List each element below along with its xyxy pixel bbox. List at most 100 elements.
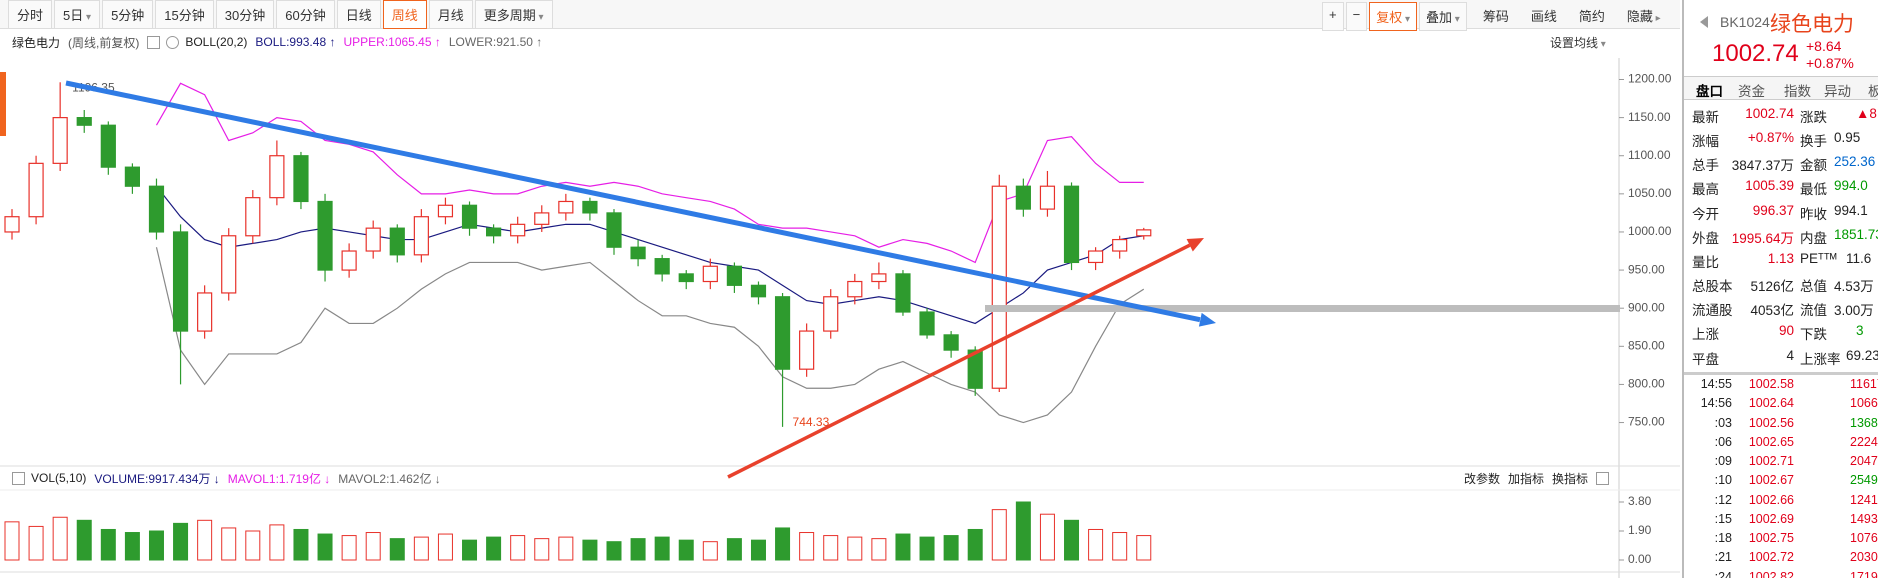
- candle-body: [1063, 185, 1080, 264]
- period-button[interactable]: 15分钟: [155, 0, 214, 29]
- tab[interactable]: 资金: [1738, 84, 1765, 99]
- quote-value: 0.95: [1834, 130, 1861, 146]
- quote-value: 90: [1778, 323, 1794, 339]
- volume-bar: [148, 530, 164, 561]
- period-button[interactable]: 30分钟: [215, 0, 275, 29]
- tool-buttons: +−复权叠加筹码 画线 简约 隐藏: [1322, 2, 1669, 31]
- quote-value: 252.36: [1834, 154, 1876, 170]
- close-icon[interactable]: [1596, 471, 1610, 485]
- tick-time: :09: [1714, 454, 1732, 469]
- volume-bar: [534, 538, 550, 561]
- boll-line: [155, 247, 1145, 424]
- volume-bar: [1136, 535, 1152, 561]
- change-pct: +0.87%: [1806, 55, 1854, 71]
- period-button[interactable]: 周线: [382, 0, 427, 29]
- volume-bar: [221, 527, 237, 561]
- y-tick-label: 1100.00: [1628, 148, 1671, 162]
- tab[interactable]: 盘口: [1696, 84, 1723, 99]
- candle-body: [847, 280, 863, 298]
- indicator-value: VOLUME:9917.434万: [94, 470, 219, 487]
- volume-bar: [486, 536, 502, 561]
- volume-bar: [510, 535, 526, 561]
- tick-time: :03: [1714, 415, 1732, 430]
- y-tick-label: 0.00: [1628, 552, 1652, 566]
- settings-icon[interactable]: [166, 35, 180, 49]
- tool-button[interactable]: 叠加: [1419, 2, 1467, 31]
- indicator-value: BOLL:993.48: [255, 35, 335, 49]
- quote-label: 涨跌: [1800, 110, 1827, 125]
- tool-button[interactable]: −: [1345, 2, 1368, 31]
- period-button[interactable]: 5日: [54, 0, 101, 29]
- quote-label: 流通股: [1692, 303, 1733, 319]
- stock-name: 绿色电力: [12, 35, 61, 50]
- help-icon[interactable]: [147, 35, 161, 49]
- candle-body: [1015, 185, 1031, 210]
- y-tick-label: 1050.00: [1628, 186, 1672, 200]
- quote-value: +0.87%: [1747, 130, 1794, 146]
- settings-button[interactable]: 设置均线: [1550, 32, 1614, 52]
- quote-label: 外盘: [1692, 230, 1719, 246]
- period-button[interactable]: 分时: [8, 0, 53, 29]
- candle-body: [823, 296, 839, 332]
- candle-body: [582, 200, 598, 214]
- button[interactable]: 改参数: [1464, 471, 1501, 486]
- y-tick-label: 1.90: [1628, 523, 1652, 537]
- period-button[interactable]: 更多周期: [474, 0, 553, 29]
- tick-price: 1002.66: [1748, 492, 1794, 507]
- tab[interactable]: 异动: [1824, 84, 1851, 99]
- candle-body: [124, 166, 141, 187]
- period-button[interactable]: 月线: [428, 0, 473, 29]
- quote-label: 总股本: [1692, 279, 1733, 295]
- quote-label: 今开: [1692, 206, 1719, 222]
- quote-value: 1005.39: [1745, 178, 1794, 194]
- period-button[interactable]: 5分钟: [102, 0, 154, 29]
- tool-button[interactable]: 简约: [1578, 9, 1605, 24]
- volume-bar: [654, 536, 670, 561]
- tick-time: :06: [1714, 434, 1732, 449]
- candle-body: [4, 216, 20, 233]
- back-arrow[interactable]: [1700, 16, 1708, 28]
- tab[interactable]: 指数: [1784, 84, 1811, 99]
- candle-body: [678, 273, 694, 283]
- tab[interactable]: 板块: [1868, 80, 1878, 100]
- volume-bar: [437, 533, 453, 561]
- tab-bar: [1684, 76, 1878, 100]
- chart-header: 绿色电力 (周线,前复权) BOLL(20,2) BOLL:993.48 UPP…: [12, 32, 550, 52]
- volume-bar: [799, 532, 815, 561]
- quote-value: 1851.73: [1834, 226, 1878, 242]
- volume-bar: [365, 532, 381, 561]
- quote-value: ▲8.6: [1856, 106, 1878, 121]
- candle-body: [28, 162, 44, 218]
- volume-buttons: 改参数 加指标 换指标: [1464, 468, 1615, 488]
- tool-button[interactable]: 复权: [1369, 2, 1418, 31]
- settings-label[interactable]: 设置均线: [1550, 34, 1606, 51]
- toolbar: 分时5日5分钟15分钟30分钟60分钟日线周线月线更多周期 +−复权叠加筹码 画线…: [0, 0, 1680, 31]
- tick-price: 1002.75: [1748, 531, 1794, 546]
- back-icon[interactable]: [1684, 0, 1878, 40]
- period-info: (周线,前复权): [68, 35, 140, 50]
- tick-price: 1002.58: [1748, 377, 1794, 391]
- tick-volume: 2549: [1850, 473, 1878, 488]
- quote-label: PEᵀᵀᴹ: [1800, 250, 1837, 266]
- tool-button[interactable]: 画线: [1530, 9, 1557, 24]
- code: BK1024: [1720, 14, 1770, 30]
- volume-bar: [1064, 519, 1080, 561]
- button[interactable]: 加指标: [1508, 471, 1545, 486]
- tool-button[interactable]: 隐藏: [1621, 2, 1667, 31]
- volume-bar: [269, 524, 285, 561]
- candle-body: [76, 117, 92, 126]
- tick-volume: 22244: [1850, 434, 1878, 449]
- candle-body: [269, 155, 285, 199]
- button[interactable]: 换指标: [1552, 471, 1589, 486]
- period-button[interactable]: 日线: [336, 0, 381, 29]
- tool-button[interactable]: 筹码: [1482, 9, 1509, 24]
- period-button[interactable]: 60分钟: [276, 0, 335, 29]
- tick-volume: 20300: [1850, 550, 1878, 565]
- tool-button[interactable]: +: [1322, 2, 1344, 31]
- price-band: [985, 305, 1620, 312]
- price: 1002.74: [1712, 40, 1799, 67]
- drawings: [65, 80, 1620, 479]
- volume-bar: [1015, 501, 1031, 561]
- candle-body: [774, 296, 791, 370]
- help-icon[interactable]: [12, 471, 25, 485]
